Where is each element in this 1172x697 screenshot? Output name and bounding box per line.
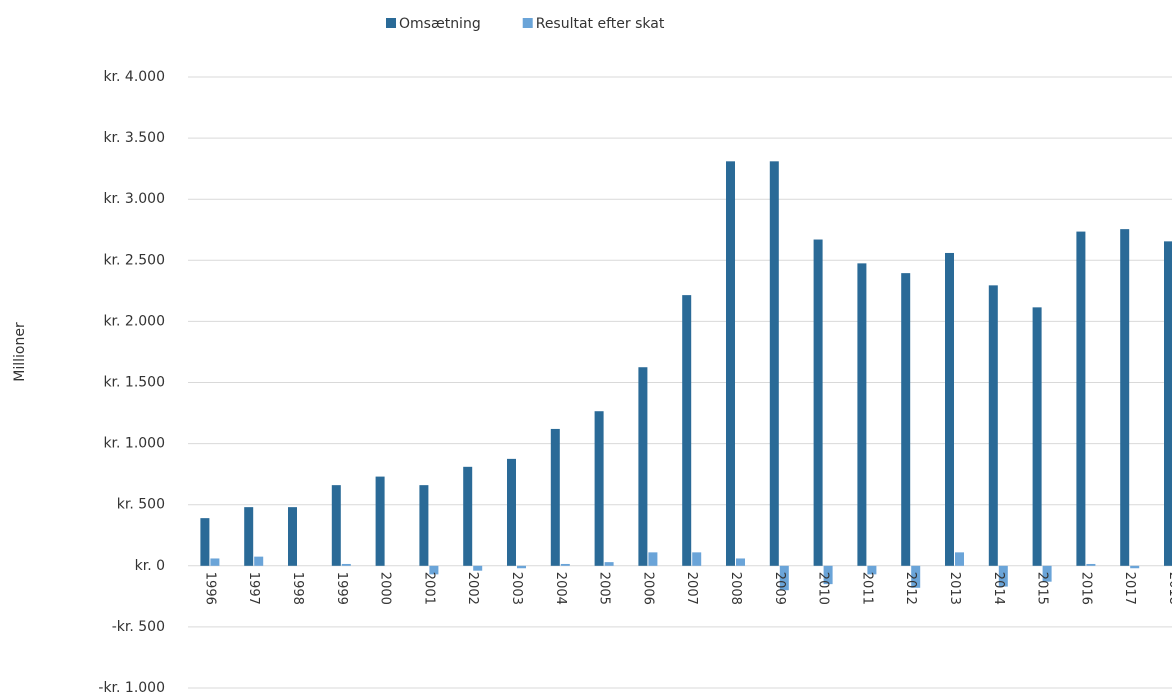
y-tick-label: kr. 500	[117, 497, 165, 513]
bar	[736, 558, 745, 566]
y-tick-label: kr. 3.000	[103, 191, 165, 207]
bar	[648, 552, 658, 566]
y-tick-label: kr. 1.000	[103, 436, 165, 452]
legend-swatch	[386, 18, 396, 28]
x-tick-label: 1999	[334, 572, 349, 605]
bar	[911, 565, 921, 588]
x-tick-label: 2010	[816, 572, 831, 605]
bar	[331, 485, 341, 566]
x-tick-label: 2004	[553, 572, 568, 605]
bar	[254, 556, 264, 566]
bar	[341, 563, 351, 566]
bar	[955, 552, 964, 566]
y-tick-label: kr. 1.500	[103, 375, 165, 391]
bar	[244, 507, 254, 566]
bar	[210, 558, 220, 566]
x-tick-label: 2005	[597, 572, 612, 605]
bar	[473, 565, 483, 571]
legend-swatch	[522, 18, 533, 28]
bar	[867, 565, 877, 575]
y-tick-label: kr. 2.000	[103, 313, 165, 329]
bar	[1076, 231, 1086, 566]
x-tick-label: 2011	[859, 572, 874, 605]
x-tick-label: 1996	[202, 572, 217, 605]
x-tick-label: 2013	[947, 572, 962, 605]
bar	[200, 518, 210, 566]
bar	[375, 476, 385, 566]
bar	[769, 161, 779, 566]
y-tick-label: kr. 2.500	[103, 252, 165, 268]
x-tick-label: 2003	[509, 572, 524, 605]
bar	[594, 411, 604, 566]
x-tick-label: 2007	[684, 572, 699, 605]
y-tick-label: kr. 0	[135, 558, 165, 574]
bar	[429, 565, 439, 575]
y-tick-label: kr. 3.500	[103, 130, 165, 146]
bar	[1164, 241, 1172, 566]
bar	[419, 485, 429, 566]
bar	[1120, 229, 1130, 566]
bar	[638, 367, 648, 566]
x-tick-label: 2001	[421, 572, 436, 605]
bar	[463, 466, 473, 566]
bar	[823, 565, 833, 585]
x-tick-label: 2000	[378, 572, 393, 605]
legend-label: Resultat efter skat	[536, 16, 665, 32]
x-tick-label: 2012	[903, 572, 918, 605]
bar	[998, 565, 1008, 587]
x-tick-label: 2006	[640, 572, 655, 605]
x-tick-label: 2008	[728, 572, 743, 605]
bar	[604, 562, 614, 566]
bar	[550, 428, 560, 566]
bar	[560, 563, 570, 566]
bar	[779, 565, 789, 591]
bar	[901, 273, 911, 566]
y-tick-label: -kr. 1.000	[98, 680, 165, 696]
y-tick-label: kr. 4.000	[103, 69, 165, 85]
bar	[945, 252, 954, 566]
bar	[1042, 565, 1052, 582]
bar	[1130, 565, 1140, 569]
bar	[1086, 563, 1096, 566]
bar	[988, 285, 998, 566]
bar	[507, 458, 516, 566]
x-tick-label: 1997	[246, 572, 261, 605]
x-tick-label: 2017	[1122, 572, 1137, 605]
bar	[857, 263, 867, 566]
bar	[1032, 307, 1042, 566]
x-tick-label: 1998	[290, 572, 305, 605]
bar	[517, 565, 526, 569]
bar	[813, 239, 823, 566]
y-axis-title: Millioner	[12, 322, 28, 382]
x-tick-label: 2002	[465, 572, 480, 605]
x-tick-label: 2014	[991, 572, 1006, 605]
y-tick-label: -kr. 500	[112, 619, 165, 635]
x-tick-label: 2016	[1078, 572, 1093, 605]
x-tick-label: 2018	[1166, 572, 1172, 605]
bar	[726, 161, 735, 566]
x-tick-label: 2009	[772, 572, 787, 605]
bar	[288, 507, 297, 566]
bar	[682, 295, 692, 566]
bar	[692, 552, 702, 566]
legend-label: Omsætning	[399, 16, 481, 32]
x-tick-label: 2015	[1035, 572, 1050, 605]
